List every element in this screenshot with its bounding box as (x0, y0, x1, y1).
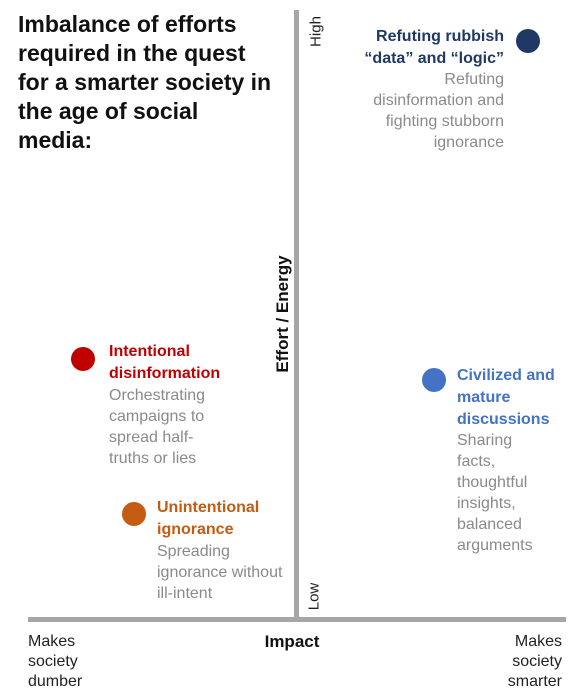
civilized-description: Sharing facts, thoughtful insights, bala… (457, 432, 533, 554)
unintentional-description: Spreading ignorance without ill-intent (157, 543, 283, 602)
refuting-description: Refuting disinformation and fighting stu… (373, 71, 504, 151)
x-axis-left-label: Makes society dumber (28, 633, 83, 690)
y-axis-title: Effort / Energy (273, 255, 292, 373)
y-axis-high-label: High (307, 16, 325, 47)
y-axis-line (294, 10, 299, 622)
intentional-heading: Intentional disinformation (109, 343, 221, 382)
x-axis-right-label: Makes society smarter (507, 633, 562, 690)
refuting-dot-marker (516, 29, 540, 53)
intentional-description: Orchestrating campaigns to spread half-t… (109, 387, 206, 467)
x-axis-line (28, 617, 566, 622)
x-axis-title: Impact (264, 632, 320, 651)
y-axis-low-label: Low (305, 582, 323, 611)
civilized-heading: Civilized and mature discussions (457, 367, 555, 428)
refuting-heading: Refuting rubbish “data” and “logic” (364, 28, 504, 67)
civilized-dot-marker (422, 368, 446, 392)
unintentional-dot-marker (122, 502, 146, 526)
intentional-dot-marker (71, 347, 95, 371)
diagram-title: Imbalance of efforts required in the que… (18, 11, 272, 153)
unintentional-heading: Unintentional ignorance (157, 499, 260, 538)
